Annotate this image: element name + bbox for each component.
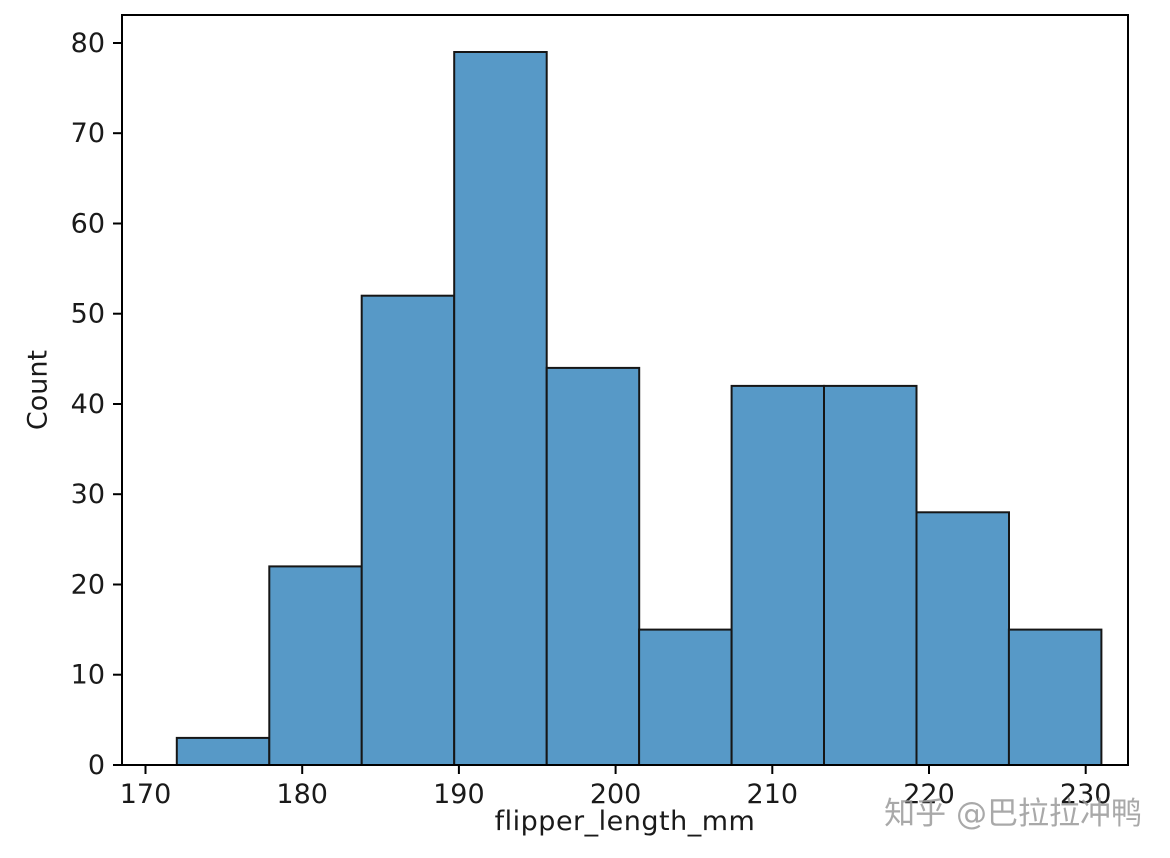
histogram-bar [175, 736, 271, 767]
x-tick-label: 200 [590, 779, 642, 810]
y-tick-label: 50 [71, 299, 105, 330]
y-axis-label: Count [22, 349, 54, 431]
histogram-bar [1007, 628, 1103, 766]
y-tick-label: 60 [71, 209, 105, 240]
histogram-bar [638, 628, 733, 766]
histogram-bar [915, 511, 1010, 766]
x-tick-label: 180 [276, 779, 328, 810]
axes-spines [121, 14, 1129, 766]
x-tick-label: 190 [433, 779, 485, 810]
y-tick-label: 80 [71, 28, 105, 59]
x-axis-label: flipper_length_mm [494, 806, 756, 837]
y-tick-label: 0 [88, 750, 105, 781]
y-tick-label: 10 [71, 660, 105, 691]
x-tick-label: 220 [903, 779, 955, 810]
y-tick-label: 70 [71, 118, 105, 149]
y-tick-label: 40 [71, 389, 105, 420]
histogram-bar [268, 565, 363, 767]
x-tick-label: 210 [747, 779, 799, 810]
y-tick-label: 30 [71, 479, 105, 510]
y-tick-label: 20 [71, 570, 105, 601]
histogram-bar [453, 51, 548, 766]
histogram-bar [823, 384, 918, 766]
watermark: 知乎 @巴拉拉冲鸭 [884, 796, 1142, 832]
histogram-bar [360, 294, 456, 766]
histogram-bar [730, 384, 826, 766]
x-tick-label: 230 [1060, 779, 1112, 810]
x-tick-label: 170 [120, 779, 172, 810]
histogram-bar [545, 366, 641, 766]
